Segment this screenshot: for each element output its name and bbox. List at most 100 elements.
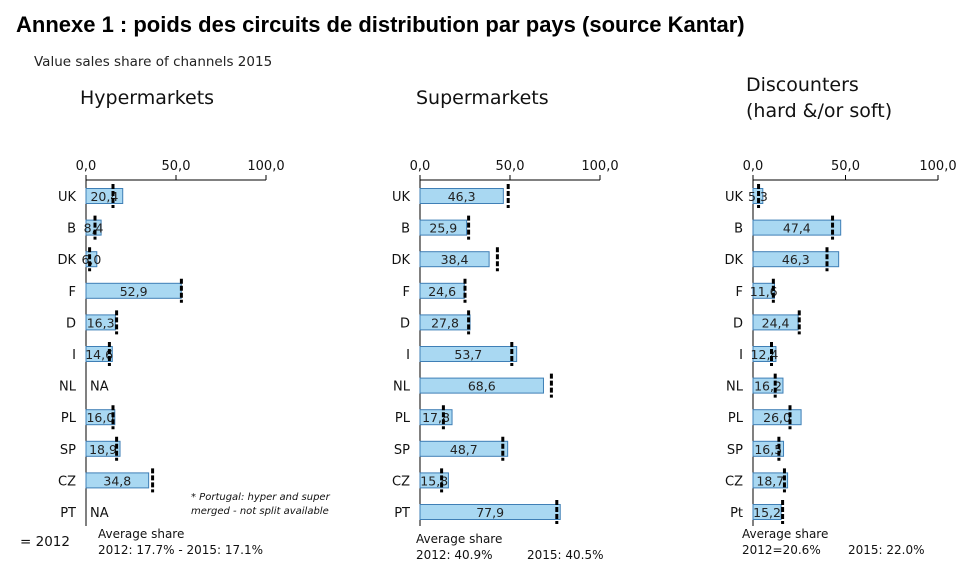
footnote-text: * Portugal: hyper and super: [191, 492, 331, 503]
average-share-text: 2012: 17.7% - 2015: 17.1%: [98, 543, 263, 557]
page-subtitle: Value sales share of channels 2015: [34, 54, 273, 70]
data-label: 16,3: [87, 315, 115, 330]
category-label: DK: [57, 253, 76, 268]
data-label: 46,3: [782, 252, 810, 267]
data-label: 16,2: [754, 379, 782, 394]
average-share-text: Average share: [416, 532, 502, 546]
data-label: 34,8: [103, 473, 131, 488]
category-label: UK: [58, 190, 77, 205]
data-label: 52,9: [120, 284, 148, 299]
data-label: 24,6: [428, 284, 456, 299]
x-tick-label: 0,0: [76, 159, 97, 174]
bar: [85, 346, 113, 362]
category-label: Pt: [730, 506, 743, 521]
data-label: 14,6: [85, 347, 113, 362]
category-label: B: [67, 222, 76, 237]
category-label: I: [72, 348, 76, 363]
x-tick-label: 0,0: [410, 159, 431, 174]
average-share-text: 2012=20.6%: [742, 543, 821, 557]
category-label: PL: [61, 411, 77, 426]
category-label: I: [406, 348, 410, 363]
bar: [85, 251, 98, 268]
bar: [419, 504, 561, 520]
data-label-na: NA: [90, 506, 109, 521]
data-label: 47,4: [783, 221, 811, 236]
average-share-text: Average share: [98, 527, 184, 541]
data-label: 18,7: [756, 473, 784, 488]
x-tick-label: 0,0: [743, 159, 764, 174]
data-label: 20,4: [90, 189, 118, 204]
bar: [419, 346, 518, 362]
category-label: NL: [726, 380, 744, 395]
category-label: D: [66, 316, 76, 331]
category-label: PT: [60, 506, 76, 521]
data-label-na: NA: [90, 380, 109, 395]
bar: [85, 440, 121, 457]
data-label: 16,0: [86, 410, 114, 425]
average-share-text: Average share: [742, 527, 828, 541]
category-label: I: [739, 348, 743, 363]
average-share-text: 2012: 40.9%: [416, 548, 493, 562]
data-label: 24,4: [762, 315, 790, 330]
chart-title: Hypermarkets: [80, 87, 214, 109]
data-label: 25,9: [429, 221, 457, 236]
category-label: D: [400, 316, 410, 331]
data-label: 68,6: [468, 379, 496, 394]
bar: [85, 472, 150, 489]
bar: [419, 440, 509, 457]
category-label: CZ: [58, 474, 76, 489]
category-label: PT: [394, 506, 410, 521]
category-label: SP: [394, 443, 410, 458]
bar: [752, 440, 785, 457]
category-label: DK: [724, 253, 743, 268]
data-label: 48,7: [450, 442, 478, 457]
data-label: 15,8: [420, 473, 448, 488]
category-label: CZ: [725, 474, 743, 489]
data-label: 12,4: [751, 347, 779, 362]
category-label: B: [401, 222, 410, 237]
data-label: 77,9: [476, 505, 504, 520]
category-label: UK: [392, 190, 411, 205]
data-label: 27,8: [431, 315, 459, 330]
category-label: SP: [727, 443, 743, 458]
x-tick-label: 50,0: [831, 159, 860, 174]
average-share-text: 2015: 40.5%: [527, 548, 604, 562]
bar: [752, 472, 789, 489]
category-label: DK: [391, 253, 410, 268]
category-label: UK: [725, 190, 744, 205]
x-tick-label: 100,0: [919, 159, 956, 174]
data-label: 18,9: [89, 442, 117, 457]
category-label: SP: [60, 443, 76, 458]
chart-title: (hard &/or soft): [746, 100, 892, 122]
data-label: 53,7: [454, 347, 482, 362]
category-label: NL: [59, 380, 77, 395]
x-tick-label: 100,0: [247, 159, 284, 174]
data-label: 16,5: [754, 442, 782, 457]
data-label: 38,4: [441, 252, 469, 267]
bar: [419, 188, 504, 204]
footnote-text: merged - not split available: [191, 506, 329, 517]
category-label: F: [69, 285, 76, 300]
bar: [85, 409, 116, 426]
chart-title: Supermarkets: [416, 87, 549, 109]
category-label: B: [734, 222, 743, 237]
data-label: 17,8: [422, 410, 450, 425]
average-share-text: 2015: 22.0%: [848, 543, 925, 557]
category-label: NL: [393, 380, 411, 395]
legend-2012: = 2012: [20, 534, 70, 550]
category-label: D: [733, 316, 743, 331]
page-title: Annexe 1 : poids des circuits de distrib…: [16, 12, 745, 37]
category-label: PL: [395, 411, 411, 426]
x-tick-label: 50,0: [496, 159, 525, 174]
bar: [752, 251, 840, 268]
bar: [419, 251, 490, 268]
category-label: CZ: [392, 474, 410, 489]
category-label: F: [403, 285, 410, 300]
x-tick-label: 50,0: [162, 159, 191, 174]
bar: [419, 377, 544, 394]
bar: [752, 219, 842, 236]
data-label: 6,0: [81, 252, 101, 267]
category-label: PL: [728, 411, 744, 426]
bar: [419, 219, 468, 236]
